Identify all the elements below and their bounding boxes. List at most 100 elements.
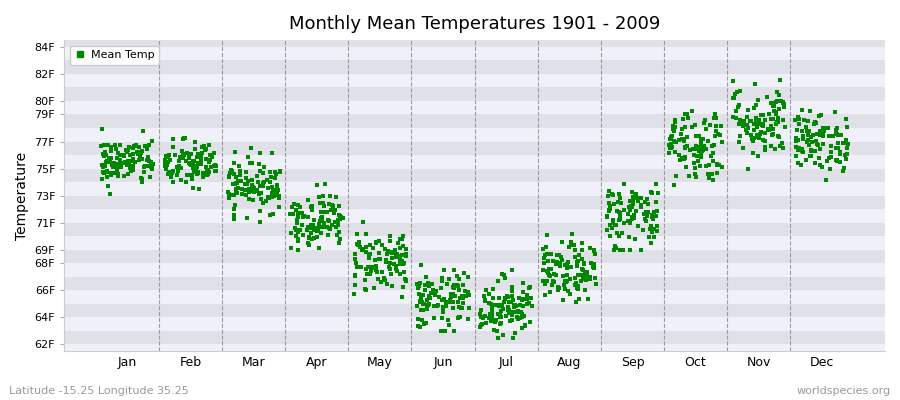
Point (580, 272, 594, 278)
Point (203, 157, 218, 163)
Point (197, 143, 211, 149)
Point (127, 142, 141, 149)
Point (579, 277, 593, 283)
Point (184, 162, 198, 168)
Point (839, 140, 853, 147)
Point (138, 163, 152, 169)
Point (392, 271, 407, 277)
Point (200, 168, 214, 174)
Point (233, 168, 248, 174)
Point (107, 142, 122, 148)
Point (190, 171, 204, 178)
Point (111, 172, 125, 179)
Text: worldspecies.org: worldspecies.org (796, 386, 891, 396)
Point (553, 263, 567, 269)
Point (558, 286, 572, 292)
Point (802, 108, 816, 115)
Point (542, 266, 556, 272)
Point (122, 152, 137, 159)
Point (778, 124, 792, 130)
Point (536, 255, 551, 262)
Point (554, 239, 569, 245)
Point (841, 151, 855, 157)
Point (179, 157, 194, 164)
Point (516, 296, 530, 302)
Point (457, 270, 472, 276)
Point (246, 197, 260, 204)
Point (824, 148, 839, 155)
Point (266, 188, 280, 194)
Point (623, 204, 637, 210)
Point (273, 169, 287, 176)
Point (768, 145, 782, 152)
Point (241, 189, 256, 195)
Point (706, 158, 720, 164)
Point (347, 290, 362, 297)
Point (201, 171, 215, 178)
Point (478, 298, 492, 304)
Point (305, 236, 320, 242)
Point (699, 162, 714, 169)
Point (678, 144, 692, 150)
Point (751, 134, 765, 141)
Point (270, 186, 284, 192)
Point (104, 144, 119, 150)
Point (666, 126, 680, 133)
Point (583, 245, 598, 251)
Point (262, 195, 276, 202)
Point (128, 159, 142, 166)
Point (756, 137, 770, 143)
Point (321, 231, 336, 238)
Point (699, 146, 714, 152)
Point (194, 155, 209, 161)
Point (372, 256, 386, 262)
Point (446, 290, 460, 297)
Point (476, 293, 491, 299)
Point (523, 319, 537, 325)
Point (315, 218, 329, 224)
Point (806, 148, 821, 154)
Point (110, 164, 124, 170)
Point (253, 219, 267, 225)
Point (348, 251, 363, 257)
Point (801, 132, 815, 138)
Point (249, 187, 264, 193)
Point (178, 135, 193, 142)
Point (663, 134, 678, 140)
Point (230, 190, 245, 196)
Point (451, 282, 465, 289)
Point (572, 252, 587, 258)
Point (396, 243, 410, 249)
Point (376, 274, 391, 281)
Point (751, 132, 765, 139)
Point (295, 210, 310, 216)
Point (606, 192, 620, 198)
Point (288, 224, 302, 231)
Point (728, 108, 742, 114)
Point (304, 222, 319, 228)
Point (432, 294, 446, 300)
Bar (64, 168, 885, 182)
Point (166, 144, 180, 150)
Point (184, 176, 199, 182)
Point (428, 289, 442, 295)
Bar (64, 60, 885, 74)
Point (644, 223, 658, 229)
Text: Latitude -15.25 Longitude 35.25: Latitude -15.25 Longitude 35.25 (9, 386, 189, 396)
Point (94, 162, 109, 168)
Point (172, 163, 186, 170)
Point (808, 148, 823, 154)
Bar (64, 277, 885, 290)
Point (493, 320, 508, 326)
Point (539, 232, 554, 238)
Point (504, 284, 518, 290)
Point (800, 138, 814, 145)
Point (688, 122, 702, 128)
Point (482, 300, 497, 306)
Point (560, 261, 574, 268)
Point (601, 208, 616, 214)
Point (730, 89, 744, 95)
Point (108, 169, 122, 176)
Point (162, 152, 176, 158)
Point (292, 204, 307, 211)
